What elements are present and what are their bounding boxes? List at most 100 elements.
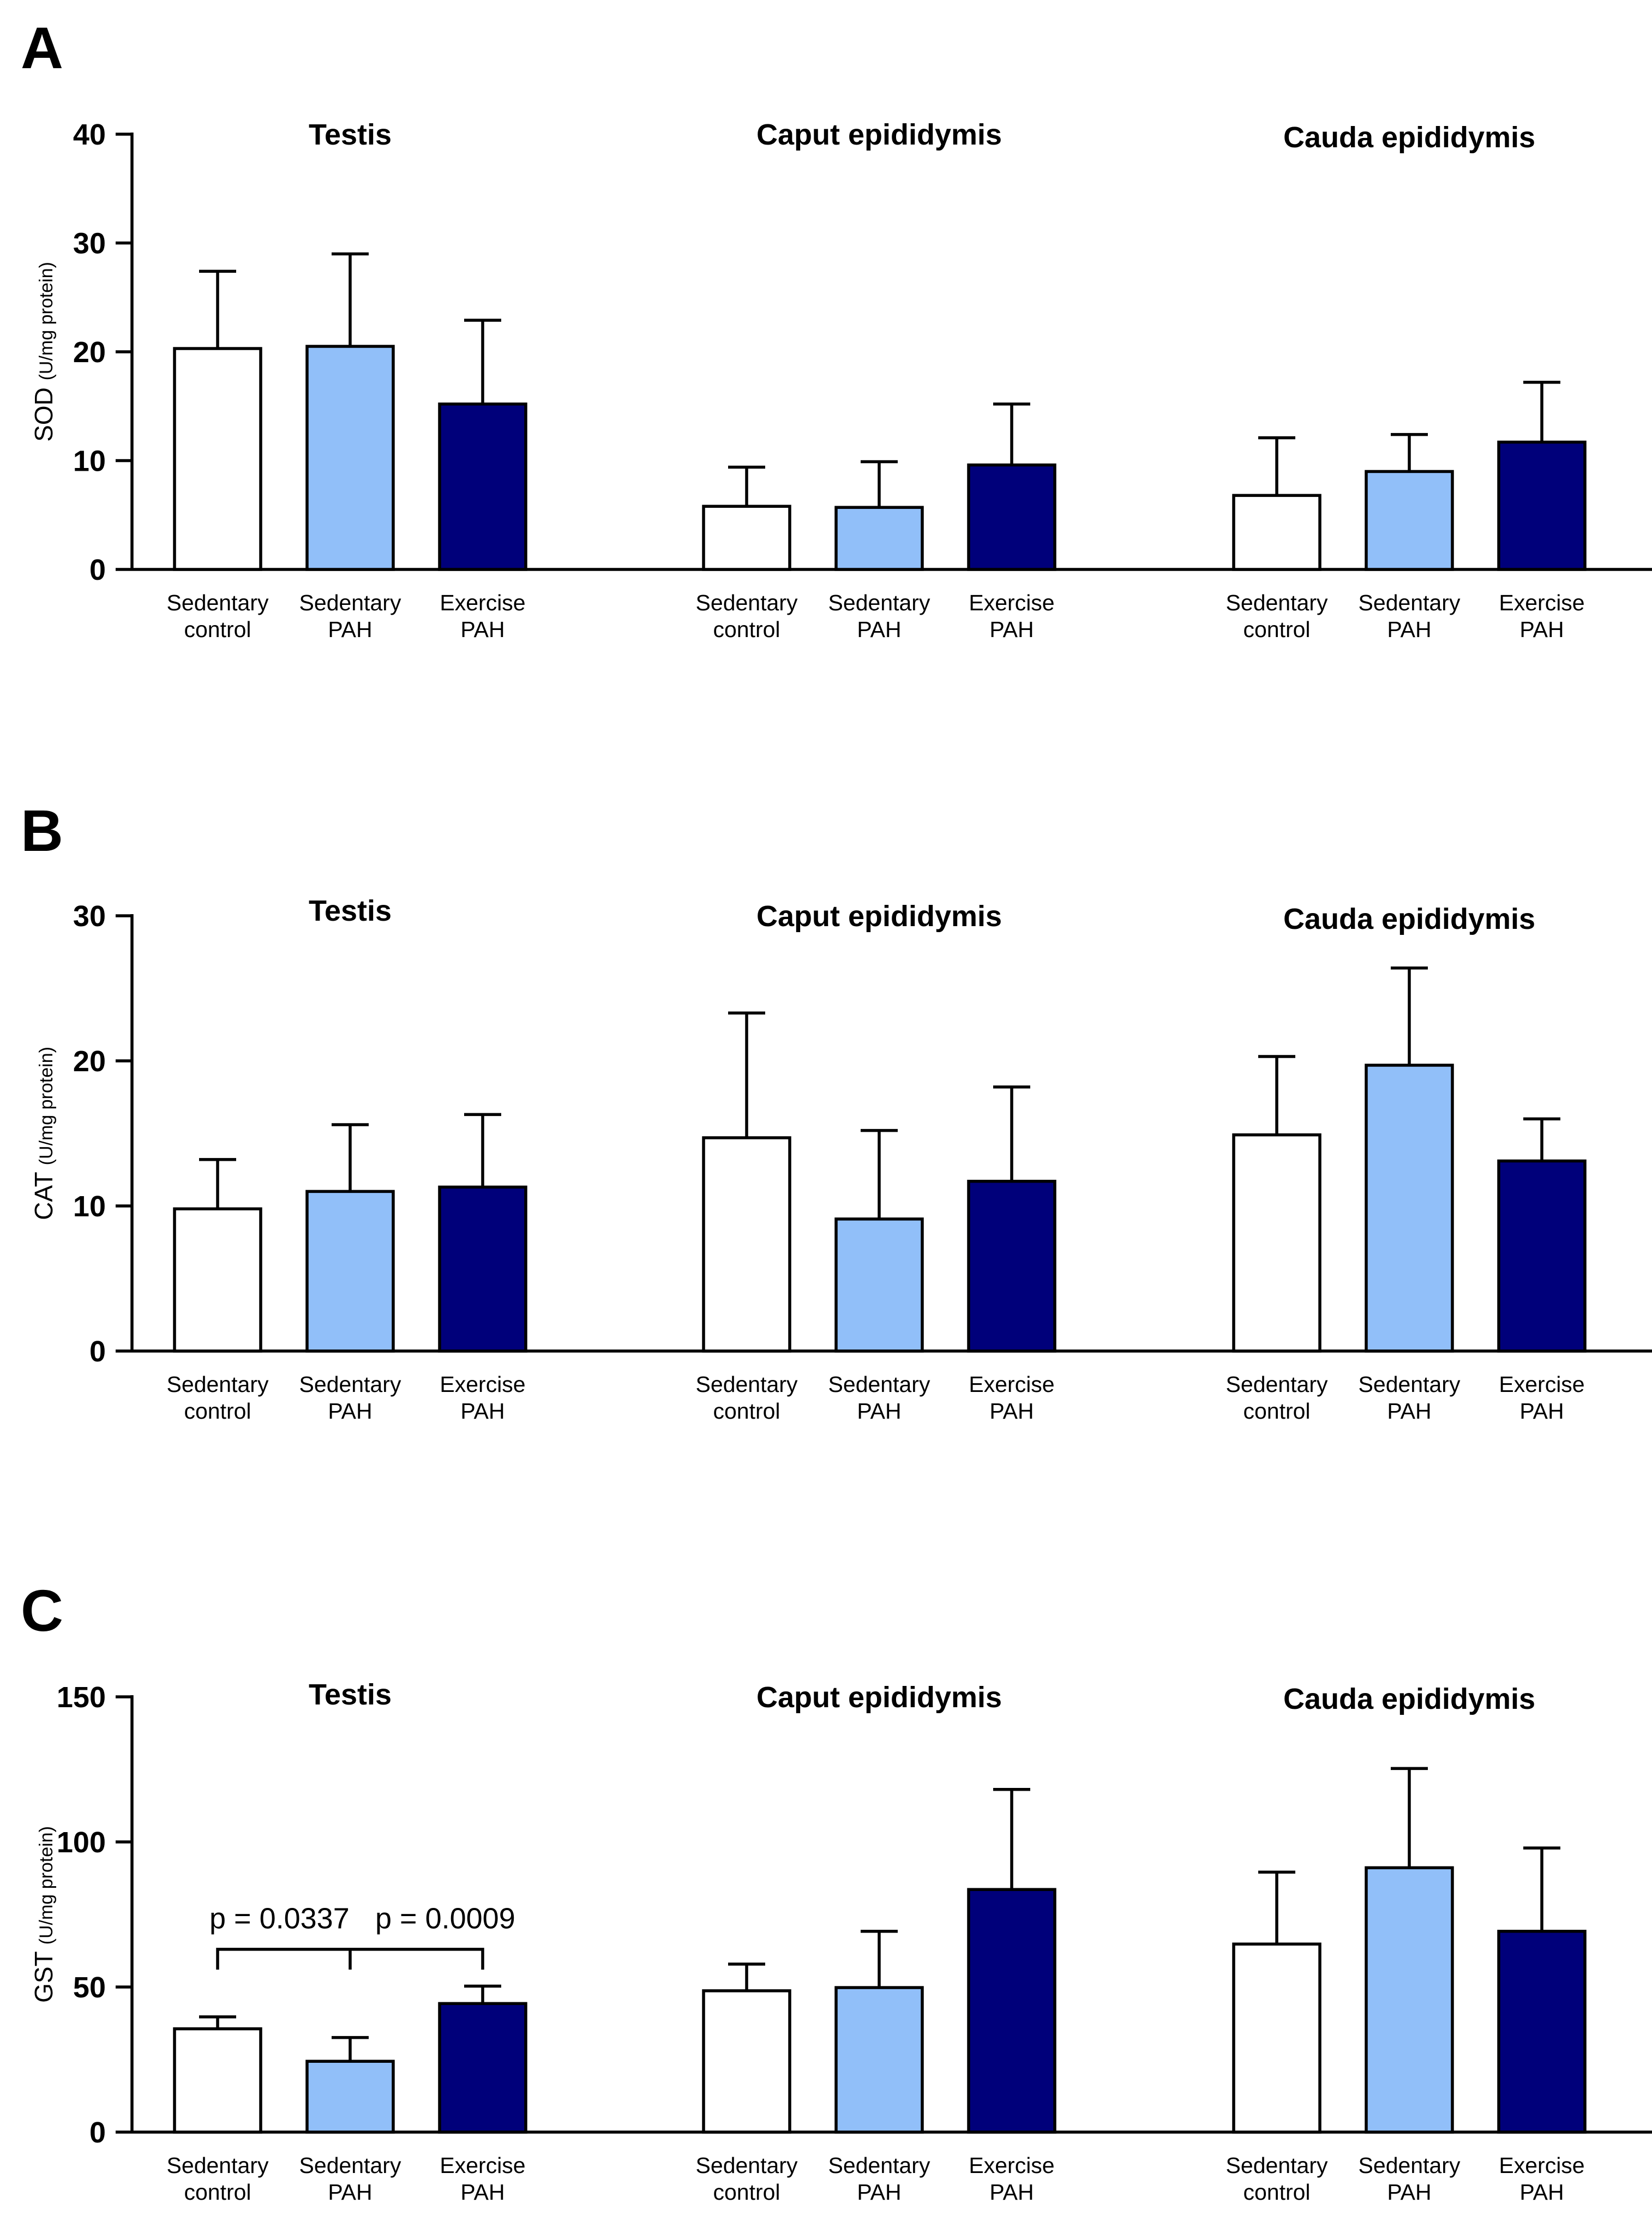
category-label-line2: control [1243,2180,1310,2205]
bar [173,1207,262,1353]
category-label-line1: Sedentary [167,1372,269,1397]
category-label-line2: PAH [1387,617,1431,642]
category-label-line2: PAH [328,617,372,642]
category-label-line2: control [184,2180,251,2205]
category-label-line1: Sedentary [167,590,269,615]
category-label-line2: control [184,1398,251,1424]
panel-c: C GST (U/mg protein) 0 50 100 150 Testis Sedent… [21,1577,1652,2205]
bar [1232,494,1321,571]
bar [1497,440,1587,571]
category-label-line1: Exercise [1499,590,1584,615]
category-label-line1: Exercise [440,1372,525,1397]
bar [438,403,527,571]
panel-a: A SOD (U/mg protein) 0 10 20 30 40 Testis Sedent… [21,15,1652,642]
group-title: Testis [309,895,392,927]
group-title: Testis [309,1678,392,1711]
y-tick-label: 150 [57,1681,106,1714]
y-tick-label: 0 [89,2116,106,2149]
category-label-line2: PAH [328,1398,372,1424]
bar [1232,1133,1321,1353]
group-title: Caput epididymis [756,900,1002,933]
bar [834,1217,924,1353]
bar [173,347,262,571]
panel-letter: C [21,1577,63,1643]
bar [967,1180,1056,1353]
bar [305,1190,395,1353]
bar [702,505,791,571]
group-cauda-epididymis: Cauda epididymisSedentarycontrolSedentar… [1226,1683,1587,2205]
category-label-line1: Sedentary [696,590,798,615]
group-title: Caput epididymis [756,1681,1002,1714]
category-label-line1: Sedentary [828,2153,930,2178]
category-label-line2: PAH [1519,2180,1564,2205]
category-label-line1: Sedentary [1359,2153,1461,2178]
category-label-line1: Sedentary [696,1372,798,1397]
y-tick-label: 50 [73,1971,106,2004]
group-title: Cauda epididymis [1283,903,1535,935]
category-label-line2: control [1243,617,1310,642]
y-tick-label: 10 [73,1190,106,1223]
group-title: Caput epididymis [756,118,1002,151]
p-value-left: p = 0.0337 [209,1902,350,1935]
significance-annotation: p = 0.0337 p = 0.0009 [209,1902,515,1970]
p-value-right: p = 0.0009 [375,1902,515,1935]
bar [702,1136,791,1353]
group-testis: TestisSedentarycontrolSedentaryPAHExerci… [167,118,527,642]
y-tick-label: 20 [73,1045,106,1078]
y-axis-label: GST (U/mg protein) [29,1826,58,2003]
category-label-line2: PAH [1387,2180,1431,2205]
category-label-line2: control [713,1398,780,1424]
category-label-line1: Sedentary [1359,590,1461,615]
y-tick-label: 40 [73,118,106,151]
panel-letter: A [21,15,63,81]
category-label-line1: Sedentary [299,1372,401,1397]
bar [305,2060,395,2134]
category-label-line1: Exercise [969,590,1054,615]
bar [834,1986,924,2134]
category-label-line2: PAH [857,1398,901,1424]
category-label-line2: PAH [328,2180,372,2205]
group-title: Testis [309,118,392,151]
y-tick-label: 10 [73,445,106,478]
category-label-line1: Sedentary [1226,2153,1328,2178]
y-axis-label: CAT (U/mg protein) [29,1047,58,1220]
group-cauda-epididymis: Cauda epididymisSedentarycontrolSedentar… [1226,903,1587,1424]
category-label-line2: control [1243,1398,1310,1424]
y-axis-label-main: SOD [29,380,58,441]
bar [702,1989,791,2134]
y-axis-label-main: CAT [29,1165,58,1220]
group-caput-epididymis: Caput epididymisSedentarycontrolSedentar… [696,118,1056,642]
category-label-line1: Sedentary [696,2153,798,2178]
y-tick-label: 30 [73,900,106,933]
category-label-line2: PAH [1519,1398,1564,1424]
y-axis-label: SOD (U/mg protein) [29,262,58,442]
category-label-line2: PAH [989,617,1034,642]
bar [967,463,1056,571]
category-label-line1: Sedentary [299,590,401,615]
category-label-line2: control [184,617,251,642]
category-label-line2: control [713,2180,780,2205]
category-label-line2: PAH [989,2180,1034,2205]
group-caput-epididymis: Caput epididymisSedentarycontrolSedentar… [696,1681,1056,2205]
y-tick-label: 0 [89,554,106,586]
bar [1365,1064,1454,1353]
bar [305,345,395,571]
category-label-line1: Sedentary [1359,1372,1461,1397]
category-label-line2: PAH [1387,1398,1431,1424]
category-label-line2: PAH [989,1398,1034,1424]
panel-b: B CAT (U/mg protein) 0 10 20 30 Testis Sedentar… [21,797,1652,1424]
bar [1232,1942,1321,2134]
y-axis-label-unit: (U/mg protein) [36,262,57,380]
group-testis: TestisSedentarycontrolSedentaryPAHExerci… [167,895,527,1424]
category-label-line2: PAH [857,617,901,642]
category-label-line2: PAH [1519,617,1564,642]
group-testis: TestisSedentarycontrolSedentaryPAHExerci… [167,1678,527,2205]
y-tick-label: 0 [89,1335,106,1368]
group-caput-epididymis: Caput epididymisSedentarycontrolSedentar… [696,900,1056,1424]
category-label-line2: PAH [460,1398,504,1424]
category-label-line1: Sedentary [299,2153,401,2178]
group-cauda-epididymis: Cauda epididymisSedentarycontrolSedentar… [1226,121,1587,642]
bar [1497,1930,1587,2134]
category-label-line1: Exercise [969,2153,1054,2178]
